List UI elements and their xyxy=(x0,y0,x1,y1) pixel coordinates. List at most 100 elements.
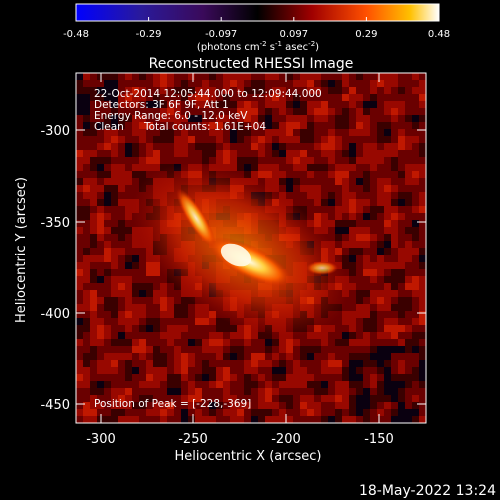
image-pixel xyxy=(370,206,378,214)
image-pixel xyxy=(153,101,161,109)
image-pixel xyxy=(272,178,280,186)
image-pixel xyxy=(125,185,133,193)
image-pixel xyxy=(230,150,238,158)
image-pixel xyxy=(349,115,357,123)
image-pixel xyxy=(265,332,273,340)
image-pixel xyxy=(90,409,98,417)
image-pixel xyxy=(139,108,147,116)
image-pixel xyxy=(307,115,315,123)
image-pixel xyxy=(377,276,385,284)
image-pixel xyxy=(356,143,364,151)
image-pixel xyxy=(83,311,91,319)
image-pixel xyxy=(160,409,168,417)
image-pixel xyxy=(111,171,119,179)
image-pixel xyxy=(384,318,392,326)
image-pixel xyxy=(377,360,385,368)
image-pixel xyxy=(76,241,84,249)
image-pixel xyxy=(174,136,182,144)
image-pixel xyxy=(195,150,203,158)
image-pixel xyxy=(146,136,154,144)
colorbar-tick-label: 0.097 xyxy=(279,29,308,40)
image-pixel xyxy=(342,360,350,368)
image-pixel xyxy=(307,395,315,403)
image-pixel xyxy=(307,94,315,102)
image-pixel xyxy=(314,101,322,109)
image-pixel xyxy=(125,318,133,326)
image-pixel xyxy=(132,185,140,193)
image-pixel xyxy=(118,115,126,123)
image-pixel xyxy=(146,94,154,102)
image-pixel xyxy=(139,283,147,291)
image-pixel xyxy=(363,136,371,144)
image-pixel xyxy=(342,108,350,116)
image-pixel xyxy=(419,318,426,326)
image-pixel xyxy=(174,416,182,423)
image-pixel xyxy=(293,192,301,200)
image-pixel xyxy=(328,73,336,81)
image-pixel xyxy=(216,150,224,158)
image-pixel xyxy=(363,248,371,256)
colorbar-tick-label: 0.48 xyxy=(428,29,450,40)
image-pixel xyxy=(139,171,147,179)
image-pixel xyxy=(160,87,168,95)
image-pixel xyxy=(118,276,126,284)
image-pixel xyxy=(384,395,392,403)
image-pixel xyxy=(321,73,329,81)
image-pixel xyxy=(251,101,259,109)
image-pixel xyxy=(195,157,203,165)
image-pixel xyxy=(167,374,175,382)
image-pixel xyxy=(335,402,343,410)
image-pixel xyxy=(391,318,399,326)
image-pixel xyxy=(216,73,224,81)
image-pixel xyxy=(111,192,119,200)
image-pixel xyxy=(216,332,224,340)
image-pixel xyxy=(230,164,238,172)
image-pixel xyxy=(237,409,245,417)
image-pixel xyxy=(419,143,426,151)
image-pixel xyxy=(76,346,84,354)
image-pixel xyxy=(160,276,168,284)
image-pixel xyxy=(97,87,105,95)
image-pixel xyxy=(118,381,126,389)
image-pixel xyxy=(83,318,91,326)
image-pixel xyxy=(307,122,315,130)
image-pixel xyxy=(314,360,322,368)
image-pixel xyxy=(328,185,336,193)
image-pixel xyxy=(349,94,357,102)
image-pixel xyxy=(307,367,315,375)
image-pixel xyxy=(272,381,280,389)
image-pixel xyxy=(202,122,210,130)
image-pixel xyxy=(132,283,140,291)
image-pixel xyxy=(321,129,329,137)
image-pixel xyxy=(405,220,413,228)
image-pixel xyxy=(398,73,406,81)
image-pixel xyxy=(391,80,399,88)
image-pixel xyxy=(76,73,84,81)
image-pixel xyxy=(412,227,420,235)
image-pixel xyxy=(202,381,210,389)
image-pixel xyxy=(384,283,392,291)
image-pixel xyxy=(328,325,336,333)
image-pixel xyxy=(279,353,287,361)
image-pixel xyxy=(405,255,413,263)
image-pixel xyxy=(160,402,168,410)
image-pixel xyxy=(104,346,112,354)
image-pixel xyxy=(398,325,406,333)
image-pixel xyxy=(195,304,203,312)
image-pixel xyxy=(412,150,420,158)
x-tick-label: -300 xyxy=(86,432,116,447)
image-pixel xyxy=(321,80,329,88)
image-pixel xyxy=(188,304,196,312)
image-pixel xyxy=(125,409,133,417)
image-pixel xyxy=(125,129,133,137)
image-pixel xyxy=(363,276,371,284)
image-pixel xyxy=(202,87,210,95)
image-pixel xyxy=(412,276,420,284)
image-pixel xyxy=(349,227,357,235)
image-pixel xyxy=(209,157,217,165)
image-pixel xyxy=(300,115,308,123)
image-pixel xyxy=(132,318,140,326)
image-pixel xyxy=(132,339,140,347)
image-pixel xyxy=(76,206,84,214)
image-pixel xyxy=(398,290,406,298)
